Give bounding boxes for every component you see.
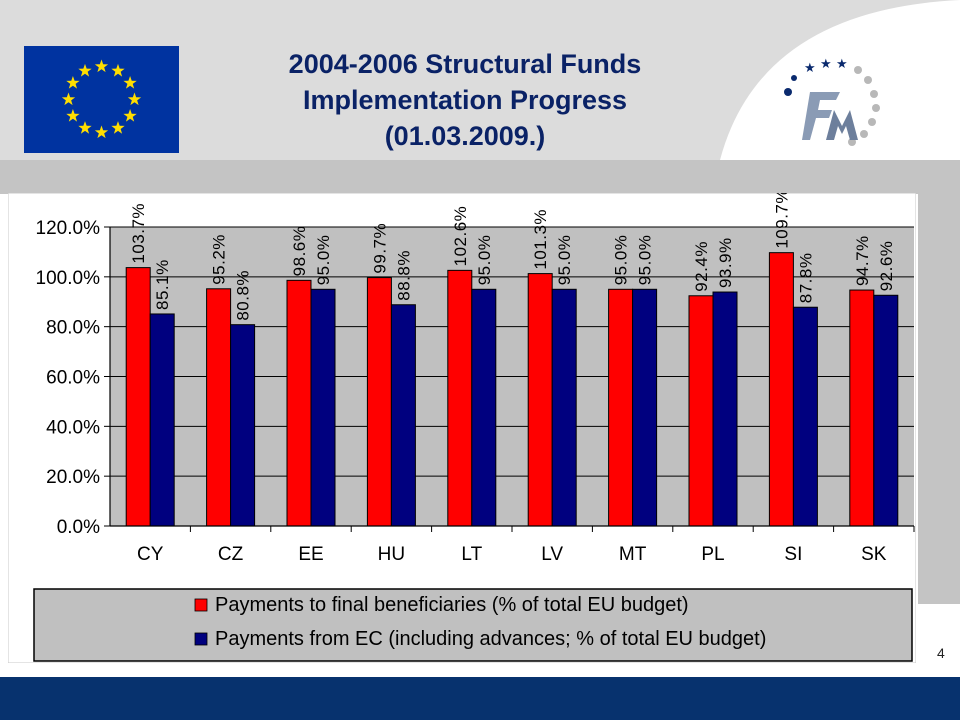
y-tick-label: 80.0% [46, 318, 100, 339]
x-tick-label: CY [137, 544, 164, 565]
eu-flag-logo [24, 46, 179, 153]
bar-series-2-si [792, 306, 818, 527]
eu-star-icon [66, 109, 80, 122]
bar-series-2-lv [551, 288, 577, 527]
data-label-series-2: 85.1% [153, 259, 172, 310]
eu-star-icon [78, 121, 92, 134]
bar-series-1-pl [688, 295, 714, 527]
x-tick-label: LT [461, 544, 482, 565]
chart: 0.0% 20.0% 40.0% 60.0% 80.0% 100.0% 120.0% CY C… [8, 193, 916, 663]
bar-series-1-ee [286, 279, 312, 527]
y-tick-label: 100.0% [36, 268, 101, 289]
eu-star-icon [61, 92, 76, 106]
bar-series-1-mt [608, 288, 634, 527]
data-label-series-2: 95.0% [314, 235, 333, 286]
data-label-series-1: 95.2% [210, 234, 229, 285]
slide-title: 2004-2006 Structural Funds Implementatio… [215, 46, 715, 154]
x-tick-label: HU [378, 544, 405, 565]
data-label-series-1: 92.4% [692, 241, 711, 292]
bar-series-1-sk [849, 289, 875, 527]
footer-bar [0, 677, 960, 720]
bar-series-2-sk [873, 294, 899, 527]
x-tick-label: SK [861, 544, 887, 565]
page-number: 4 [937, 645, 945, 661]
y-tick-label: 20.0% [46, 467, 100, 488]
legend-box [33, 588, 913, 662]
x-tick-label: MT [619, 544, 647, 565]
eu-star-icon [123, 76, 137, 89]
data-label-series-2: 95.0% [555, 235, 574, 286]
legend-swatch-series-2 [194, 632, 208, 646]
data-label-series-2: 95.0% [636, 235, 655, 286]
bar-series-2-mt [632, 288, 658, 527]
data-label-series-1: 101.3% [531, 209, 550, 270]
eu-star-icon [94, 125, 109, 139]
y-tick-label: 40.0% [46, 417, 100, 438]
data-label-series-2: 87.8% [796, 253, 815, 304]
eu-star-icon [78, 63, 92, 77]
legend-label-series-1: Payments to final beneficiaries (% of to… [215, 594, 689, 616]
data-label-series-1: 103.7% [129, 203, 148, 264]
eu-star-icon [127, 92, 142, 106]
bar-series-1-hu [366, 277, 392, 527]
data-label-series-2: 92.6% [877, 241, 896, 292]
fm-logo: ★ ★ ★ [784, 57, 880, 146]
legend-label-series-2: Payments from EC (including advances; % … [215, 628, 766, 650]
svg-text:★: ★ [820, 57, 832, 72]
svg-text:★: ★ [836, 57, 848, 72]
header-divider-band [0, 160, 960, 194]
data-label-series-1: 98.6% [290, 226, 309, 277]
side-strip [918, 194, 960, 604]
data-label-series-1: 95.0% [612, 235, 631, 286]
x-tick-label: SI [784, 544, 802, 565]
x-tick-label: LV [541, 544, 563, 565]
x-tick-label: EE [298, 544, 323, 565]
data-label-series-2: 88.8% [394, 250, 413, 301]
title-line-1: 2004-2006 Structural Funds [288, 49, 642, 79]
legend-swatch-series-1 [194, 598, 208, 612]
bar-series-2-lt [471, 288, 497, 527]
title-line-3: (01.03.2009.) [384, 121, 546, 151]
eu-star-icon [123, 109, 137, 122]
bar-series-1-si [768, 252, 794, 527]
svg-text:★: ★ [804, 61, 816, 76]
y-tick-label: 60.0% [46, 368, 100, 389]
data-label-series-1: 109.7% [772, 193, 791, 249]
data-label-series-1: 99.7% [370, 223, 389, 274]
y-tick-label: 0.0% [57, 517, 100, 538]
legend: Payments to final beneficiaries (% of to… [33, 588, 913, 662]
data-label-series-2: 80.8% [234, 270, 253, 321]
data-label-series-2: 93.9% [716, 237, 735, 288]
x-tick-label: CZ [218, 544, 244, 565]
eu-star-icon [66, 76, 80, 89]
bar-series-2-ee [310, 288, 336, 527]
eu-star-icon [111, 63, 125, 77]
bar-series-2-hu [390, 304, 416, 527]
eu-star-icon [94, 59, 109, 73]
eu-star-icon [111, 121, 125, 134]
data-label-series-1: 102.6% [451, 206, 470, 267]
x-tick-label: PL [701, 544, 724, 565]
header-curve [720, 0, 960, 160]
bar-series-2-cy [149, 313, 175, 527]
bar-series-2-cz [230, 324, 256, 527]
bar-series-1-lt [447, 269, 473, 527]
bar-series-1-cy [125, 267, 151, 527]
y-tick-label: 120.0% [36, 218, 101, 239]
title-line-2: Implementation Progress [302, 85, 628, 115]
bar-series-1-lv [527, 273, 553, 527]
data-label-series-2: 95.0% [475, 235, 494, 286]
bar-series-1-cz [206, 288, 232, 527]
data-label-series-1: 94.7% [853, 235, 872, 286]
bar-series-2-pl [712, 291, 738, 527]
